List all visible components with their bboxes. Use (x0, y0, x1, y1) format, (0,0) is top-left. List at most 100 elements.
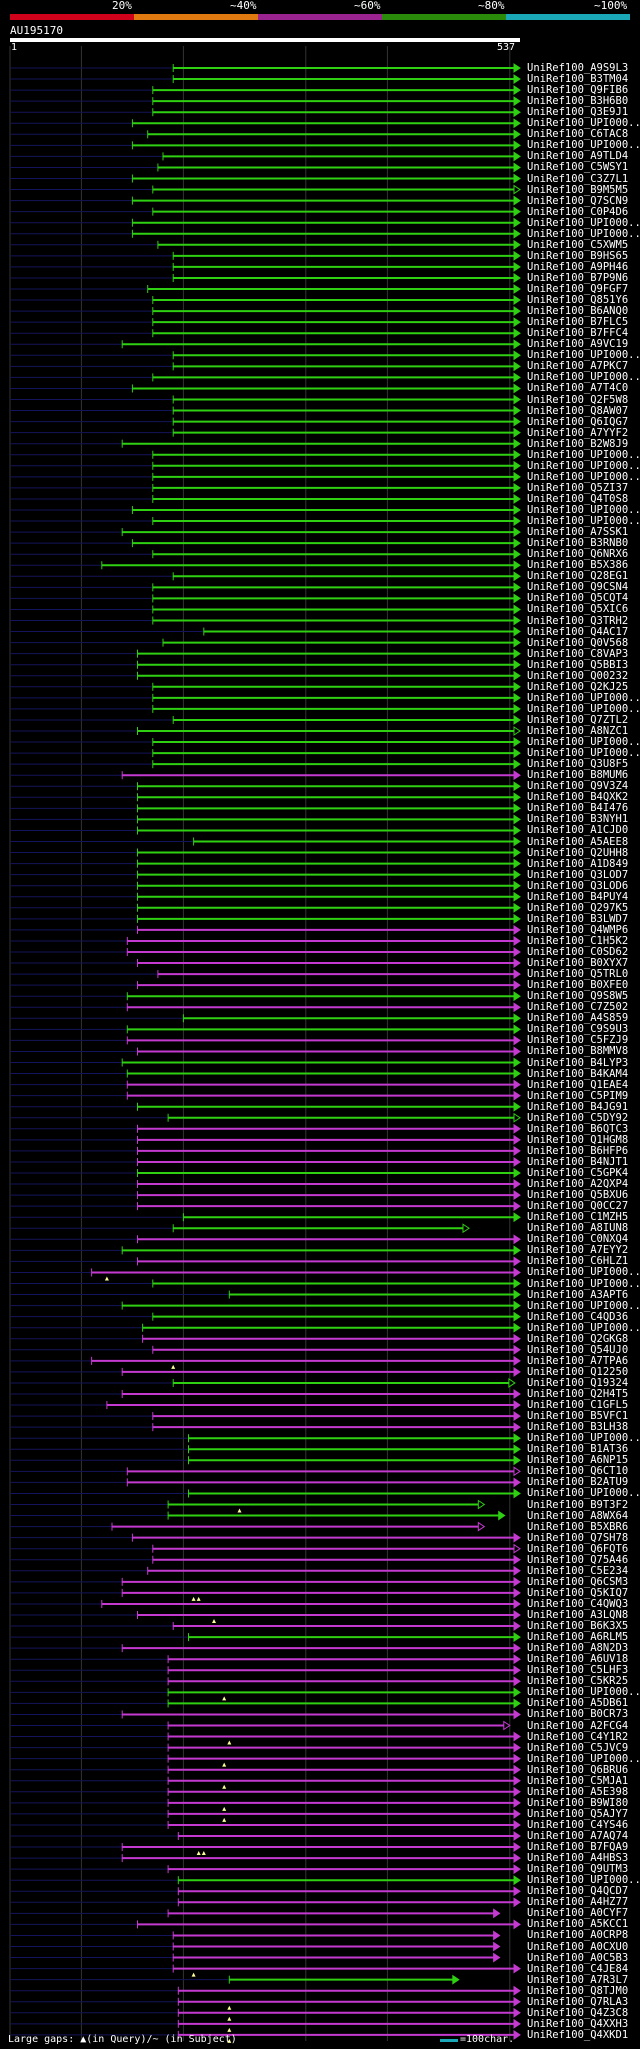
hit-label[interactable]: UniRef100_C0P4D6 (527, 205, 629, 218)
hit-label[interactable]: UniRef100_B6HFP6 (527, 1144, 629, 1157)
hit-label[interactable]: UniRef100_UPI000... (527, 1321, 640, 1334)
hit-label[interactable]: UniRef100_Q851Y6 (527, 294, 629, 307)
hit-label[interactable]: UniRef100_Q54UJ0 (527, 1343, 629, 1356)
hit-label[interactable]: UniRef100_B6ANQ0 (527, 305, 629, 318)
hit-label[interactable]: UniRef100_A3LQN8 (527, 1609, 629, 1621)
hit-label[interactable]: UniRef100_B7FQA9 (527, 1841, 629, 1854)
hit-label[interactable]: UniRef100_Q9UTM3 (527, 1863, 629, 1876)
hit-label[interactable]: UniRef100_Q6CT10 (527, 1465, 629, 1478)
hit-label[interactable]: UniRef100_B0CR73 (527, 1708, 629, 1721)
hit-label[interactable]: UniRef100_B9WI80 (527, 1796, 629, 1809)
hit-label[interactable]: UniRef100_B4LYP3 (527, 1056, 629, 1069)
hit-label[interactable]: UniRef100_Q5TRL0 (527, 968, 629, 981)
hit-label[interactable]: UniRef100_B3RNB0 (527, 537, 629, 550)
hit-label[interactable]: UniRef100_C5PIM9 (527, 1089, 629, 1102)
hit-label[interactable]: UniRef100_A1D849 (527, 857, 629, 870)
hit-label[interactable]: UniRef100_Q0CC27 (527, 1200, 629, 1213)
hit-label[interactable]: UniRef100_B9HS65 (527, 249, 629, 262)
hit-label[interactable]: UniRef100_B4QXK2 (527, 791, 629, 804)
hit-label[interactable]: UniRef100_A5AEE8 (527, 835, 629, 848)
hit-label[interactable]: UniRef100_C3Z7L1 (527, 172, 629, 185)
hit-label[interactable]: UniRef100_Q2H4T5 (527, 1388, 629, 1400)
hit-label[interactable]: UniRef100_Q1EAE4 (527, 1078, 629, 1091)
hit-label[interactable]: UniRef100_B4PUY4 (527, 890, 629, 903)
hit-label[interactable]: UniRef100_A6RLM5 (527, 1631, 629, 1644)
hit-label[interactable]: UniRef100_A5E398 (527, 1785, 629, 1798)
hit-label[interactable]: UniRef100_A7EYY2 (527, 1244, 629, 1257)
hit-label[interactable]: UniRef100_Q5XIC6 (527, 603, 629, 616)
hit-label[interactable]: UniRef100_C5JVC9 (527, 1741, 629, 1754)
hit-label[interactable]: UniRef100_C5GPK4 (527, 1167, 629, 1179)
hit-label[interactable]: UniRef100_B3TM04 (527, 73, 629, 86)
hit-label[interactable]: UniRef100_A0CRP8 (527, 1929, 629, 1942)
hit-label[interactable]: UniRef100_Q6CSM3 (527, 1575, 629, 1588)
hit-label[interactable]: UniRef100_UPI000... (527, 1874, 640, 1887)
hit-label[interactable]: UniRef100_Q2UHH8 (527, 846, 629, 859)
hit-label[interactable]: UniRef100_Q6FQT6 (527, 1542, 629, 1555)
hit-label[interactable]: UniRef100_A2FCG4 (527, 1719, 629, 1732)
hit-label[interactable]: UniRef100_Q19324 (527, 1376, 629, 1389)
hit-label[interactable]: UniRef100_UPI000... (527, 349, 640, 362)
hit-label[interactable]: UniRef100_Q9S8W5 (527, 990, 629, 1003)
hit-label[interactable]: UniRef100_A7TPA6 (527, 1354, 629, 1367)
hit-label[interactable]: UniRef100_B1AT36 (527, 1443, 629, 1456)
hit-label[interactable]: UniRef100_C5KR25 (527, 1675, 629, 1688)
hit-label[interactable]: UniRef100_UPI000... (527, 448, 640, 461)
hit-label[interactable]: UniRef100_C5MJA1 (527, 1774, 629, 1787)
hit-label[interactable]: UniRef100_Q3E9J1 (527, 106, 629, 119)
hit-label[interactable]: UniRef100_C1MZH5 (527, 1211, 629, 1224)
hit-label[interactable]: UniRef100_B3LH38 (527, 1421, 629, 1434)
hit-label[interactable]: UniRef100_UPI000... (527, 1432, 640, 1445)
hit-label[interactable]: UniRef100_B5VFC1 (527, 1410, 629, 1423)
hit-label[interactable]: UniRef100_Q2F5W8 (527, 393, 629, 406)
hit-label[interactable]: UniRef100_A4HBS3 (527, 1852, 629, 1865)
hit-label[interactable]: UniRef100_A1CJD0 (527, 824, 629, 837)
hit-label[interactable]: UniRef100_B8MUM6 (527, 769, 629, 782)
hit-label[interactable]: UniRef100_UPI000... (527, 515, 640, 528)
hit-label[interactable]: UniRef100_C1H5K2 (527, 934, 629, 947)
hit-label[interactable]: UniRef100_B5X386 (527, 559, 629, 572)
hit-label[interactable]: UniRef100_B7FLC5 (527, 316, 629, 329)
hit-label[interactable]: UniRef100_Q12250 (527, 1365, 629, 1378)
hit-label[interactable]: UniRef100_B7P9N6 (527, 271, 629, 284)
hit-label[interactable]: UniRef100_UPI000... (527, 736, 640, 749)
hit-label[interactable]: UniRef100_Q28EG1 (527, 570, 629, 583)
hit-label[interactable]: UniRef100_Q6BRU6 (527, 1763, 629, 1776)
hit-label[interactable]: UniRef100_B0XFE0 (527, 979, 629, 992)
hit-label[interactable]: UniRef100_A8N2D3 (527, 1642, 629, 1655)
hit-label[interactable]: UniRef100_Q7ZTL2 (527, 713, 629, 726)
hit-label[interactable]: UniRef100_A7SSK1 (527, 526, 629, 539)
hit-label[interactable]: UniRef100_UPI000... (527, 1299, 640, 1312)
hit-label[interactable]: UniRef100_C0SD62 (527, 946, 629, 958)
hit-label[interactable]: UniRef100_Q75A46 (527, 1553, 629, 1566)
hit-label[interactable]: UniRef100_Q4XXH3 (527, 2017, 629, 2030)
hit-label[interactable]: UniRef100_A4S859 (527, 1012, 629, 1025)
hit-label[interactable]: UniRef100_B9M5M5 (527, 183, 629, 196)
hit-label[interactable]: UniRef100_A7T4C0 (527, 382, 629, 395)
hit-label[interactable]: UniRef100_Q3LOD6 (527, 879, 629, 892)
hit-label[interactable]: UniRef100_B7FFC4 (527, 327, 629, 340)
hit-label[interactable]: UniRef100_C5E234 (527, 1564, 629, 1577)
hit-label[interactable]: UniRef100_Q4XKD1 (527, 2028, 629, 2041)
hit-label[interactable]: UniRef100_B3H6B0 (527, 95, 629, 108)
hit-label[interactable]: UniRef100_B0XYX7 (527, 957, 629, 970)
hit-label[interactable]: UniRef100_C4QD36 (527, 1310, 629, 1323)
hit-label[interactable]: UniRef100_Q4WMP6 (527, 923, 629, 936)
hit-label[interactable]: UniRef100_C5LHF3 (527, 1664, 629, 1677)
hit-label[interactable]: UniRef100_Q3LOD7 (527, 868, 629, 881)
hit-label[interactable]: UniRef100_Q4AC17 (527, 625, 629, 638)
hit-label[interactable]: UniRef100_C9S9U3 (527, 1023, 629, 1036)
hit-label[interactable]: UniRef100_Q7SCN9 (527, 194, 629, 207)
hit-label[interactable]: UniRef100_B6K3X5 (527, 1620, 629, 1633)
hit-label[interactable]: UniRef100_C4Y1R2 (527, 1730, 629, 1743)
hit-label[interactable]: UniRef100_C6HLZ1 (527, 1255, 629, 1268)
hit-label[interactable]: UniRef100_A6NP15 (527, 1454, 629, 1467)
hit-label[interactable]: UniRef100_A5DB61 (527, 1697, 629, 1710)
hit-label[interactable]: UniRef100_A0C5B3 (527, 1951, 629, 1964)
hit-label[interactable]: UniRef100_Q9CSN4 (527, 581, 629, 594)
hit-label[interactable]: UniRef100_C5XWM5 (527, 238, 629, 251)
hit-label[interactable]: UniRef100_Q5BBI3 (527, 658, 629, 671)
hit-label[interactable]: UniRef100_B9T3F2 (527, 1498, 629, 1511)
hit-label[interactable]: UniRef100_Q9FGF7 (527, 283, 629, 295)
hit-label[interactable]: UniRef100_Q8AW07 (527, 404, 629, 417)
